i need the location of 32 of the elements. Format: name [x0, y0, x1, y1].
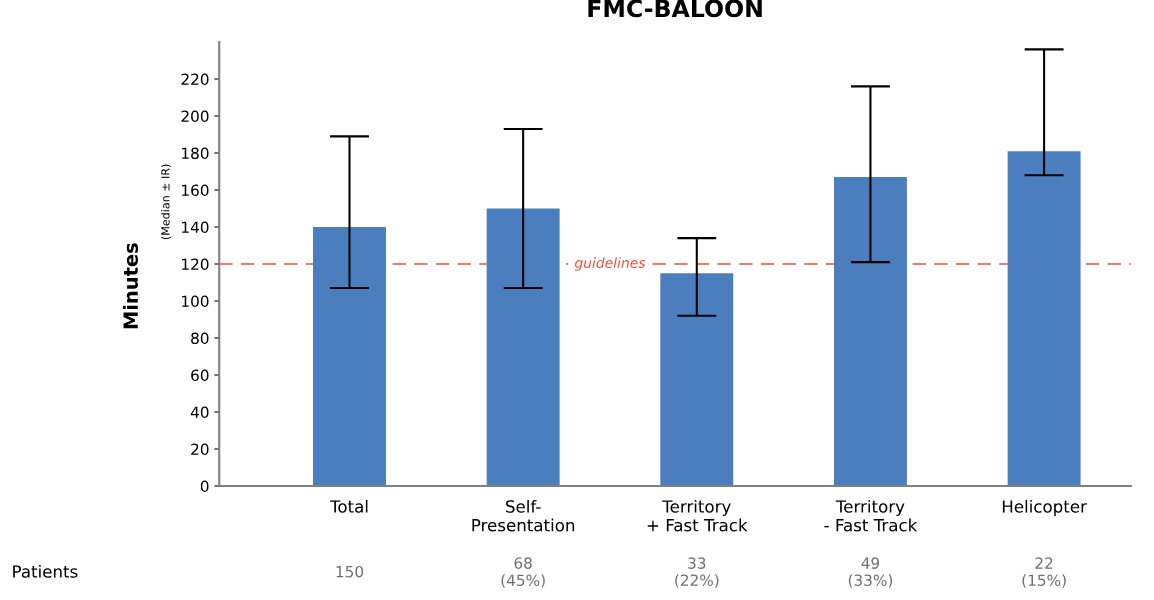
y-tick-label: 100 [182, 295, 209, 308]
bar [1007, 151, 1081, 486]
y-tick-label: 60 [191, 369, 209, 382]
y-tick-label: 160 [182, 184, 209, 197]
y-tick-label: 0 [200, 480, 209, 493]
y-tick-label: 20 [191, 443, 209, 456]
text: 49 (33%) [848, 557, 893, 588]
y-tick-label: 220 [181, 73, 209, 86]
y-tick-label: 200 [181, 110, 209, 123]
y-tick-label: 120 [182, 258, 209, 271]
bar [833, 177, 907, 486]
y-tick-label: 40 [190, 406, 209, 419]
x-tick-label: Total [329, 499, 368, 513]
text: 22 (15%) [1022, 557, 1066, 588]
x-tick-label: Helicopter [1002, 499, 1087, 517]
text: 150 [336, 565, 364, 578]
ref-line-label: guidelines [574, 257, 646, 271]
text: 68 (45%) [501, 557, 545, 588]
bar [313, 227, 386, 486]
y-axis-title: Minutes [122, 243, 138, 329]
text: 33 (22%) [675, 557, 719, 588]
text: (Median ± IR) [161, 164, 171, 240]
y-tick-label: 80 [191, 332, 209, 345]
x-tick-label: Territory - Fast Track [824, 499, 918, 532]
text: Patients [13, 564, 78, 578]
chart-title: FMC-BALOON [588, 0, 762, 18]
y-tick-label: 140 [182, 221, 209, 234]
x-tick-label: Self- Presentation [472, 499, 575, 532]
x-tick-label: Territory + Fast Track [647, 499, 748, 532]
bar [486, 208, 560, 486]
bar [660, 273, 734, 486]
y-tick-label: 180 [182, 147, 209, 160]
